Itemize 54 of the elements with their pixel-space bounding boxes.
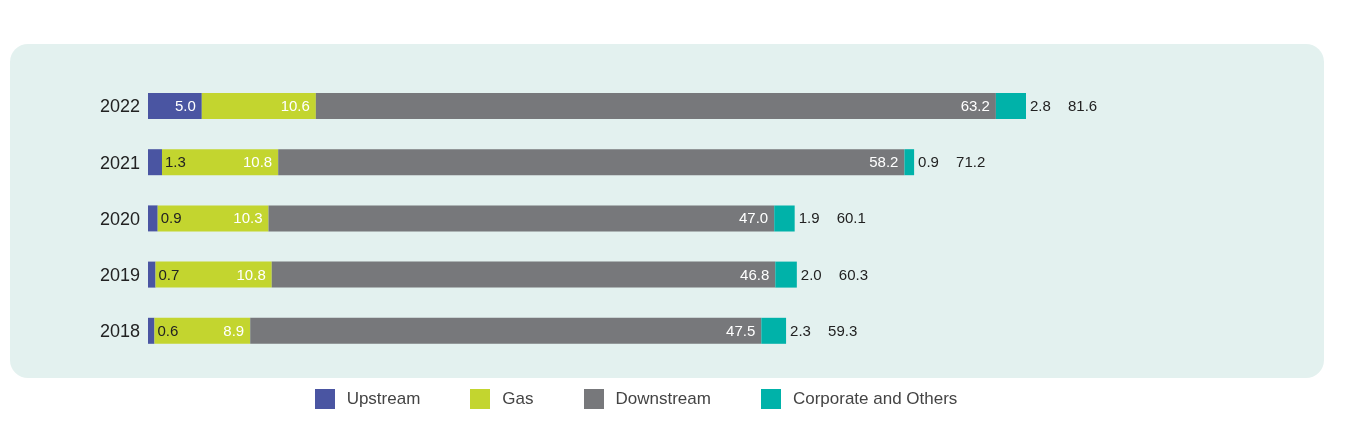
data-label: 0.9 (160, 209, 182, 227)
bar (157, 205, 269, 232)
y-tick-label: 2020 (99, 208, 140, 229)
total-label: 59.3 (828, 321, 858, 339)
bar (154, 317, 251, 344)
y-tick-label: 2018 (99, 321, 140, 342)
bar (148, 93, 202, 119)
data-label: 8.9 (223, 321, 245, 339)
data-label: 46.8 (740, 265, 770, 283)
bar (201, 93, 316, 119)
legend-label: Upstream (345, 389, 421, 409)
legend-label: Gas (501, 389, 534, 409)
data-label: 2.8 (1030, 97, 1051, 114)
data-label: 5.0 (174, 97, 196, 114)
bar (995, 93, 1027, 119)
y-tick-label: 2022 (99, 96, 140, 117)
bar (148, 149, 162, 176)
bar (271, 261, 776, 288)
bar (250, 317, 762, 344)
total-label: 71.2 (956, 153, 986, 171)
data-label: 10.8 (242, 153, 273, 171)
data-label: 47.0 (739, 209, 769, 227)
total-label: 81.6 (1068, 97, 1098, 114)
data-label: 0.9 (918, 153, 939, 171)
bar (268, 205, 775, 232)
bar (904, 149, 915, 176)
total-label: 60.1 (836, 209, 866, 227)
data-label: 0.6 (157, 321, 179, 339)
bar (148, 205, 158, 232)
data-label: 10.8 (236, 265, 266, 283)
total-label: 60.3 (838, 265, 869, 283)
data-label: 10.6 (280, 97, 310, 114)
bar (148, 261, 156, 288)
bar (775, 261, 797, 288)
data-label: 1.3 (164, 153, 186, 171)
data-label: 2.3 (790, 321, 811, 339)
data-label: 1.9 (798, 209, 820, 227)
bar (148, 317, 155, 344)
bar (155, 261, 272, 288)
data-label: 58.2 (869, 153, 899, 171)
y-tick-label: 2019 (99, 265, 140, 286)
bar (774, 205, 795, 232)
bar (161, 149, 279, 176)
data-label: 63.2 (960, 97, 990, 114)
bar (278, 149, 905, 176)
data-label: 47.5 (726, 321, 756, 339)
bar (761, 317, 787, 344)
data-label: 0.7 (158, 265, 180, 283)
data-label: 2.0 (800, 265, 822, 283)
legend-label: Downstream (614, 389, 711, 409)
bar (315, 93, 996, 119)
legend-label: Corporate and Others (791, 389, 958, 409)
y-tick-label: 2021 (99, 152, 140, 173)
data-label: 10.3 (233, 209, 263, 227)
